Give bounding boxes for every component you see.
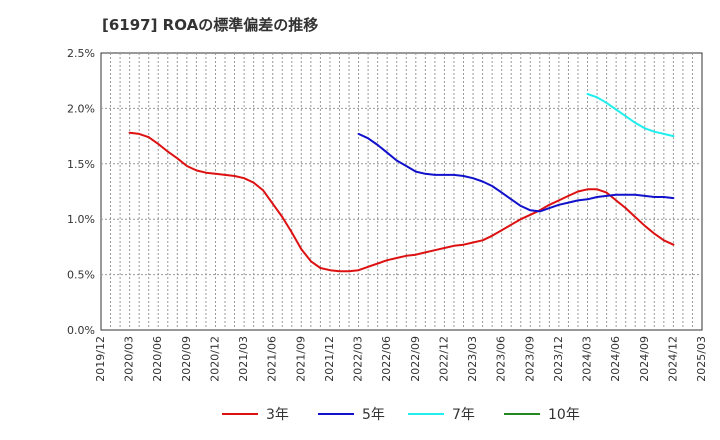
y-tick-label: 0.0%	[67, 324, 95, 337]
legend: 3年 5年 7年 10年	[222, 407, 580, 423]
x-tick-label: 2021/09	[294, 336, 307, 382]
plot-area	[100, 52, 703, 331]
x-tick-label: 2021/06	[266, 336, 279, 382]
legend-label: 10年	[548, 407, 580, 423]
x-tick-label: 2022/12	[437, 336, 450, 382]
x-tick-label: 2023/03	[466, 336, 479, 382]
x-tick-label: 2024/03	[581, 336, 594, 382]
x-tick-label: 2021/03	[237, 336, 250, 382]
x-tick-label: 2020/06	[151, 336, 164, 382]
x-axis-ticks: 2019/12 2020/03 2020/06 2020/09 2020/12 2021/…	[94, 336, 708, 382]
x-tick-label: 2024/06	[609, 336, 622, 382]
y-tick-label: 1.0%	[67, 213, 95, 226]
x-tick-label: 2022/06	[380, 336, 393, 382]
x-tick-label: 2022/03	[352, 336, 365, 382]
x-tick-label: 2021/12	[323, 336, 336, 382]
y-axis-ticks: 0.0% 0.5% 1.0% 1.5% 2.0% 2.5%	[67, 47, 95, 337]
series-line-3年	[128, 131, 675, 273]
x-tick-label: 2024/09	[638, 336, 651, 382]
x-tick-label: 2020/12	[208, 336, 221, 382]
series-lines	[128, 93, 675, 273]
y-tick-label: 2.0%	[67, 102, 95, 115]
x-tick-label: 2023/12	[552, 336, 565, 382]
legend-label: 5年	[362, 407, 385, 423]
x-tick-label: 2023/09	[523, 336, 536, 382]
x-tick-label: 2019/12	[94, 336, 107, 382]
x-tick-label: 2022/09	[409, 336, 422, 382]
x-tick-label: 2020/03	[123, 336, 136, 382]
y-tick-label: 0.5%	[67, 269, 95, 282]
y-tick-label: 2.5%	[67, 47, 95, 60]
x-tick-label: 2023/06	[495, 336, 508, 382]
series-line-5年	[357, 132, 675, 213]
y-tick-label: 1.5%	[67, 158, 95, 171]
x-tick-label: 2020/09	[180, 336, 193, 382]
legend-label: 3年	[266, 407, 289, 423]
x-tick-label: 2024/12	[666, 336, 679, 382]
legend-label: 7年	[452, 407, 475, 423]
x-tick-label: 2025/03	[695, 336, 708, 382]
chart-title: [6197] ROAの標準偏差の推移	[102, 16, 319, 34]
series-line-7年	[586, 93, 675, 138]
